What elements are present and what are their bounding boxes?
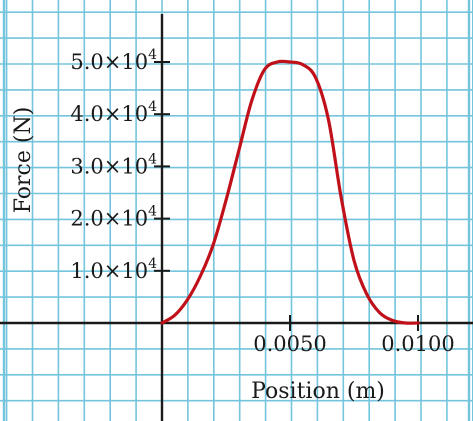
series-layer (160, 59, 420, 325)
y-tick-label: 2.0×104 (70, 204, 157, 231)
y-tick-label: 5.0×104 (70, 47, 157, 74)
y-tick-labels: 1.0×104 2.0×104 3.0×104 4.0×104 5.0×104 (70, 47, 170, 283)
x-axis-label: Position (m) (251, 379, 385, 404)
y-tick-label: 4.0×104 (70, 99, 157, 126)
y-tick-label: 1.0×104 (70, 256, 157, 283)
x-tick-label: 0.0050 (253, 332, 326, 356)
force-curve (160, 59, 420, 325)
x-tick-labels: 0.0050 0.0100 (253, 315, 455, 356)
x-tick-label: 0.0100 (381, 332, 454, 356)
axes (0, 14, 473, 421)
y-tick-label: 3.0×104 (70, 151, 157, 178)
y-axis-label: Force (N) (11, 107, 36, 214)
